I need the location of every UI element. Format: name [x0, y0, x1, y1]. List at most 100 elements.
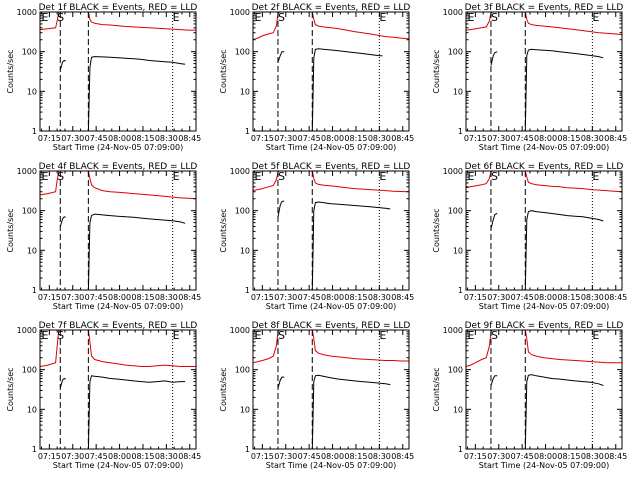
chart-panel: 1 10 100 1000 07:15 07:30 07:45 08:00 08:15 08:30…: [219, 321, 414, 470]
y-tick-label: 10: [240, 246, 250, 255]
interval-marker-label: E: [468, 329, 475, 342]
interval-marker-label: E: [592, 11, 599, 24]
plot-frame: [465, 329, 623, 450]
x-tick-label: 07:30: [487, 134, 510, 143]
events-series-line: [277, 200, 285, 217]
x-tick-label: 07:45: [85, 134, 108, 143]
panel-title: Det 8f BLACK = Events, RED = LLD: [252, 321, 411, 331]
x-axis-title: Start Time (24-Nov-05 07:09:00): [479, 143, 609, 152]
x-tick-label: 07:30: [61, 134, 84, 143]
interval-marker-label: E: [468, 11, 475, 24]
chart-panel: 1 10 100 1000 07:15 07:30 07:45 08:00 08:15 08:30…: [6, 162, 201, 311]
interval-marker-label: E: [173, 329, 180, 342]
y-tick-label: 10: [27, 405, 37, 414]
y-tick-label: 1000: [17, 8, 37, 17]
lld-series-line: [39, 170, 197, 200]
panel-title: Det 5f BLACK = Events, RED = LLD: [252, 162, 411, 172]
plot-frame: [465, 170, 623, 291]
x-tick-label: 08:15: [131, 134, 154, 143]
lld-series-line: [39, 11, 196, 31]
x-tick-label: 08:00: [321, 134, 344, 143]
plot-frame: [252, 329, 410, 450]
events-series-line: [59, 377, 66, 388]
x-tick-label: 08:00: [534, 452, 557, 461]
interval-marker-label: S: [491, 329, 498, 342]
plot-frame: [39, 170, 197, 291]
lld-series-line: [465, 329, 622, 367]
x-tick-label: 08:30: [155, 293, 178, 302]
x-tick-label: 08:00: [321, 452, 344, 461]
panel-title: Det 1f BLACK = Events, RED = LLD: [39, 3, 198, 13]
y-tick-label: 1: [32, 286, 37, 295]
interval-marker-label: S: [57, 11, 64, 24]
x-tick-label: 07:15: [38, 452, 61, 461]
lld-series-line: [39, 329, 196, 367]
y-tick-label: 1000: [230, 167, 250, 176]
y-tick-label: 100: [448, 366, 463, 375]
panel-title: Det 3f BLACK = Events, RED = LLD: [465, 3, 624, 13]
x-tick-label: 07:15: [464, 293, 487, 302]
x-axis-title: Start Time (24-Nov-05 07:09:00): [266, 302, 396, 311]
events-series-line: [524, 210, 604, 291]
x-axis-title: Start Time (24-Nov-05 07:09:00): [479, 302, 609, 311]
x-tick-label: 08:45: [178, 293, 201, 302]
y-axis-title: Counts/sec: [219, 367, 228, 411]
interval-marker-label: E: [42, 170, 49, 183]
x-tick-label: 08:15: [344, 134, 367, 143]
x-tick-label: 08:30: [581, 134, 604, 143]
events-series-line: [59, 216, 66, 227]
lld-series-line: [252, 11, 410, 41]
interval-marker-label: E: [42, 11, 49, 24]
y-tick-label: 10: [453, 246, 463, 255]
interval-marker-label: E: [379, 329, 386, 342]
x-tick-label: 08:00: [534, 134, 557, 143]
x-tick-label: 08:45: [391, 293, 414, 302]
events-series-line: [277, 376, 285, 388]
y-tick-label: 100: [235, 366, 250, 375]
y-axis-title: Counts/sec: [6, 49, 15, 93]
x-tick-label: 07:30: [274, 452, 297, 461]
plot-frame: [39, 11, 197, 132]
x-tick-label: 08:15: [557, 134, 580, 143]
interval-marker-label: E: [42, 329, 49, 342]
y-tick-label: 100: [448, 48, 463, 57]
interval-marker-label: S: [491, 11, 498, 24]
panel-title: Det 9f BLACK = Events, RED = LLD: [465, 321, 624, 331]
y-axis-title: Counts/sec: [219, 49, 228, 93]
y-tick-label: 1000: [443, 326, 463, 335]
y-tick-label: 1: [458, 445, 463, 454]
y-axis-title: Counts/sec: [432, 208, 441, 252]
y-tick-label: 100: [448, 207, 463, 216]
y-tick-label: 10: [27, 87, 37, 96]
y-tick-label: 10: [27, 246, 37, 255]
events-series-line: [490, 375, 498, 386]
chart-panel: 1 10 100 1000 07:15 07:30 07:45 08:00 08:15 08:30…: [219, 162, 414, 311]
y-tick-label: 10: [240, 87, 250, 96]
events-series-line: [87, 213, 186, 291]
y-axis-title: Counts/sec: [219, 208, 228, 252]
events-series-line: [87, 56, 186, 132]
x-tick-label: 08:15: [131, 293, 154, 302]
events-series-line: [277, 51, 285, 63]
x-tick-label: 07:15: [251, 293, 274, 302]
y-tick-label: 1: [245, 445, 250, 454]
y-tick-label: 1000: [17, 326, 37, 335]
interval-marker-label: E: [592, 329, 599, 342]
plot-frame: [252, 11, 410, 132]
x-axis-title: Start Time (24-Nov-05 07:09:00): [479, 461, 609, 470]
x-tick-label: 08:45: [391, 134, 414, 143]
x-tick-label: 07:15: [464, 452, 487, 461]
x-tick-label: 08:15: [344, 452, 367, 461]
x-tick-label: 07:15: [38, 293, 61, 302]
lld-series-line: [252, 170, 410, 193]
x-tick-label: 07:15: [251, 452, 274, 461]
x-tick-label: 07:45: [511, 134, 534, 143]
interval-marker-label: E: [173, 11, 180, 24]
interval-marker-label: S: [491, 170, 498, 183]
y-tick-label: 100: [235, 207, 250, 216]
chart-panel: 1 10 100 1000 07:15 07:30 07:45 08:00 08:15 08:30…: [219, 3, 414, 152]
x-tick-label: 07:45: [511, 452, 534, 461]
x-tick-label: 08:15: [344, 293, 367, 302]
x-tick-label: 07:30: [61, 293, 84, 302]
